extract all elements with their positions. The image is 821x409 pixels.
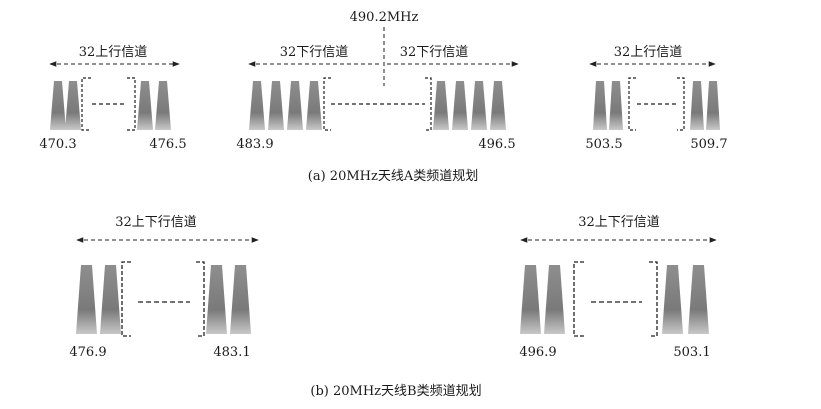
channel-bar: [471, 81, 487, 130]
panel-a: 490.2MHz 32上行信道 470.3 476.5 32下行信道 32下行信…: [39, 10, 727, 184]
channel-bar: [65, 81, 81, 130]
panel-b-group-right: 32上下行信道 496.9 503.1: [519, 215, 717, 360]
channel-bar: [230, 265, 251, 334]
channel-bar: [76, 265, 97, 334]
channel-bar: [593, 81, 607, 130]
group-title: 32上下行信道: [578, 215, 660, 230]
end-frequency-label: 483.1: [213, 345, 250, 360]
channel-bar: [268, 81, 284, 130]
panel-a-group-downlink-center: 32下行信道 32下行信道 483.9 496.5: [236, 45, 519, 152]
omitted-channels-bracket: [628, 77, 685, 131]
start-frequency-label: 483.9: [236, 137, 273, 152]
start-frequency-label: 476.9: [69, 345, 106, 360]
end-frequency-label: 476.5: [149, 137, 186, 152]
channel-bars: [50, 81, 171, 130]
omitted-channels-bracket: [323, 77, 432, 131]
panel-b-group-left: 32上下行信道 476.9 483.1: [69, 215, 259, 360]
channel-bar: [520, 265, 541, 334]
start-frequency-label: 503.5: [585, 137, 622, 152]
channel-bars: [249, 81, 506, 130]
channel-bar: [50, 81, 66, 130]
group-title-right: 32下行信道: [400, 45, 469, 60]
channel-bar: [137, 81, 153, 130]
group-title: 32上下行信道: [115, 215, 197, 230]
panel-a-group-uplink-right: 32上行信道 503.5 509.7: [585, 45, 727, 152]
channel-bars: [593, 81, 720, 130]
channel-bar: [433, 81, 449, 130]
channel-bar: [155, 81, 171, 130]
omitted-channels-bracket: [121, 261, 205, 337]
channel-bar: [609, 81, 623, 130]
panel-b: 32上下行信道 476.9 483.1 32上下行信道 496.9 503.1 …: [69, 215, 717, 399]
end-frequency-label: 509.7: [690, 137, 727, 152]
channel-bars: [76, 265, 251, 334]
group-title: 32上行信道: [79, 45, 148, 60]
group-title: 32上行信道: [614, 45, 683, 60]
center-frequency-label: 490.2MHz: [350, 10, 419, 25]
channel-bar: [690, 81, 704, 130]
channel-bar: [206, 265, 227, 334]
panel-a-group-uplink-left: 32上行信道 470.3 476.5: [39, 45, 186, 152]
channel-bar: [544, 265, 565, 334]
end-frequency-label: 503.1: [673, 345, 710, 360]
channel-bar: [452, 81, 468, 130]
channel-bar: [287, 81, 303, 130]
channel-bar: [688, 265, 709, 334]
omitted-channels-bracket: [81, 77, 136, 131]
channel-bar: [706, 81, 720, 130]
channel-bar: [662, 265, 683, 334]
omitted-channels-bracket: [573, 261, 658, 337]
panel-b-caption: (b) 20MHz天线B类频道规划: [310, 384, 481, 399]
end-frequency-label: 496.5: [478, 137, 515, 152]
start-frequency-label: 496.9: [519, 345, 556, 360]
channel-bars: [520, 265, 709, 334]
channel-bar: [249, 81, 265, 130]
start-frequency-label: 470.3: [39, 137, 76, 152]
channel-bar: [490, 81, 506, 130]
channel-bar: [306, 81, 322, 130]
group-title-left: 32下行信道: [280, 45, 349, 60]
channel-bar: [100, 265, 121, 334]
panel-a-caption: (a) 20MHz天线A类频道规划: [308, 169, 478, 184]
